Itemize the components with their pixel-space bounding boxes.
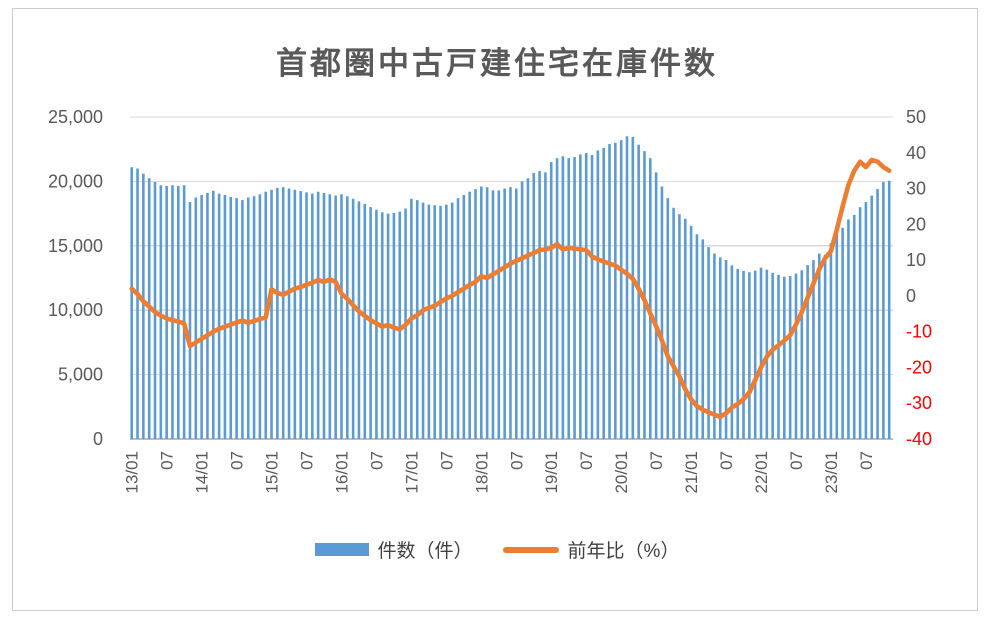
svg-text:5,000: 5,000 [58,365,103,385]
svg-text:10,000: 10,000 [48,300,103,320]
svg-text:07: 07 [298,451,317,470]
svg-text:-30: -30 [906,393,932,413]
chart-legend: 件数（件） 前年比（%） [0,536,994,563]
legend-item-count: 件数（件） [314,536,473,563]
svg-text:07: 07 [437,451,456,470]
chart-title: 首都圏中古戸建住宅在庫件数 [276,46,718,81]
svg-text:13/01: 13/01 [123,451,142,494]
legend-label-yoy: 前年比（%） [567,541,680,562]
svg-text:22/01: 22/01 [752,451,771,494]
svg-text:23/01: 23/01 [822,451,841,494]
svg-text:0: 0 [906,286,916,306]
svg-text:50: 50 [906,107,926,127]
svg-text:15,000: 15,000 [48,236,103,256]
y-axis-right-labels: 50 40 30 20 10 0 -10 -20 -30 -40 [906,107,932,449]
y-axis-left-labels: 0 5,000 10,000 15,000 20,000 25,000 [48,107,103,449]
svg-text:07: 07 [228,451,247,470]
svg-text:20,000: 20,000 [48,171,103,191]
svg-text:20: 20 [906,214,926,234]
svg-text:-10: -10 [906,322,932,342]
svg-text:07: 07 [507,451,526,470]
svg-text:21/01: 21/01 [682,451,701,494]
svg-text:0: 0 [93,429,103,449]
svg-text:10: 10 [906,250,926,270]
inventory-bars [130,136,891,440]
svg-text:20/01: 20/01 [612,451,631,494]
svg-text:25,000: 25,000 [48,107,103,127]
legend-item-yoy: 前年比（%） [502,536,680,563]
x-axis-labels: 13/01 07 14/01 07 15/01 07 16/01 07 17/01 07 18/01… [123,451,876,494]
svg-text:40: 40 [906,143,926,163]
svg-text:-40: -40 [906,429,932,449]
svg-text:07: 07 [577,451,596,470]
svg-text:18/01: 18/01 [472,451,491,494]
svg-text:07: 07 [857,451,876,470]
yoy-line [129,157,892,420]
svg-text:30: 30 [906,179,926,199]
svg-text:14/01: 14/01 [193,451,212,494]
legend-label-count: 件数（件） [377,541,473,562]
svg-text:07: 07 [367,451,386,470]
bar-series-swatch [314,543,369,556]
svg-text:07: 07 [717,451,736,470]
svg-text:19/01: 19/01 [542,451,561,494]
svg-text:16/01: 16/01 [332,451,351,494]
line-series-swatch [502,546,559,553]
svg-text:15/01: 15/01 [263,451,282,494]
svg-text:07: 07 [787,451,806,470]
svg-text:17/01: 17/01 [402,451,421,494]
svg-text:-20: -20 [906,357,932,377]
svg-text:07: 07 [158,451,177,470]
svg-text:07: 07 [647,451,666,470]
